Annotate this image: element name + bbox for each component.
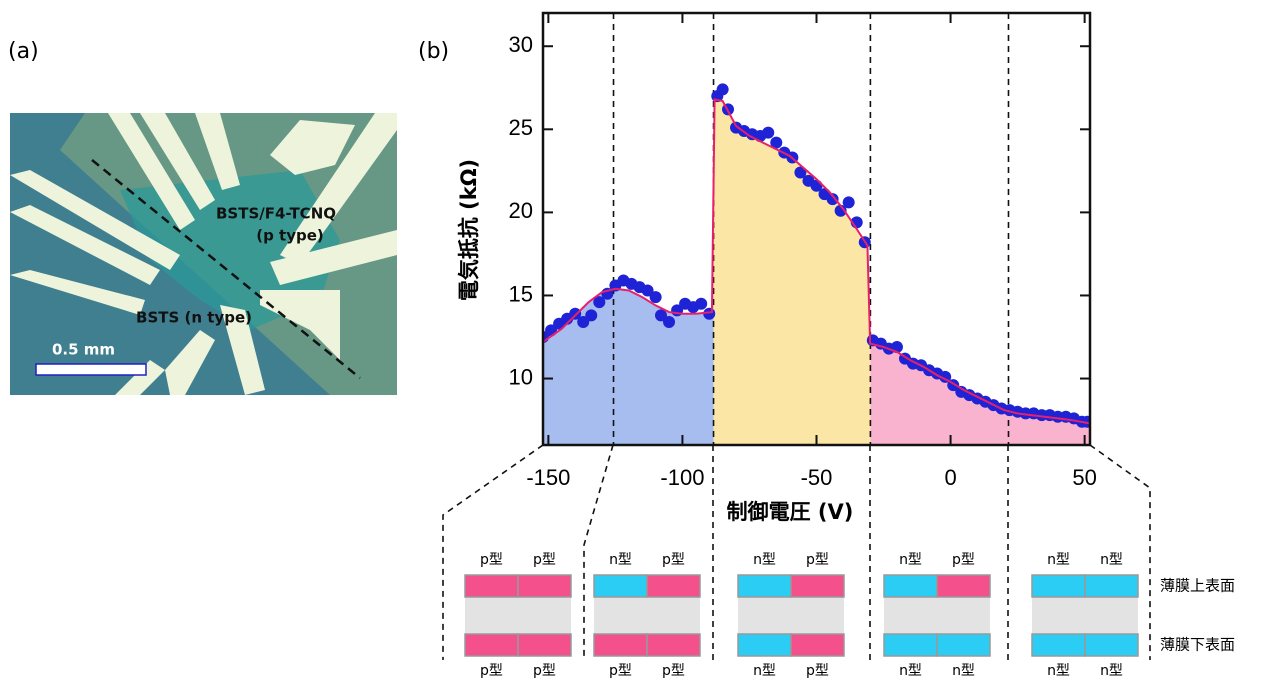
plot: -150 -100 -50 0 50 10 15 20 25 30 — [509, 13, 1097, 490]
row-label: 薄膜上表面 — [1160, 577, 1235, 595]
surface-cell — [884, 634, 937, 656]
x-tick-label: -100 — [660, 465, 704, 490]
surface-type-label: n型 — [899, 552, 922, 568]
data-point — [650, 291, 662, 303]
scale-bar-label: 0.5 mm — [52, 341, 115, 359]
panel-label: (a) — [8, 39, 39, 64]
surface-cell — [738, 634, 791, 656]
y-tick-label: 20 — [509, 198, 533, 223]
surface-type-label: n型 — [753, 552, 776, 568]
data-point — [695, 298, 707, 310]
gap-layer — [594, 597, 700, 634]
y-tick-label: 30 — [509, 32, 533, 57]
x-tick-label: -50 — [801, 465, 833, 490]
surface-type-label: n型 — [1047, 663, 1070, 679]
surface-cell — [647, 575, 700, 597]
data-point — [585, 309, 597, 321]
gap-layer — [1032, 597, 1138, 634]
surface-type-label: p型 — [533, 552, 556, 568]
surface-type-label: n型 — [1100, 552, 1123, 568]
surface-type-label: p型 — [662, 552, 685, 568]
surface-cell — [937, 575, 990, 597]
surface-type-label: n型 — [753, 663, 776, 679]
panel-label: (b) — [418, 39, 449, 64]
surface-cell — [647, 634, 700, 656]
surface-cell — [1085, 634, 1138, 656]
surface-cell — [738, 575, 791, 597]
figure: (a) (b) BSTS/F4-TCNQ (p type) BSTS (n ty… — [0, 0, 1269, 681]
surface-type-label: n型 — [609, 552, 632, 568]
x-tick-label: 0 — [944, 465, 956, 490]
surface-type-label: n型 — [899, 663, 922, 679]
surface-type-label: p型 — [806, 552, 829, 568]
y-axis-title: 電気抵抗 (kΩ) — [457, 159, 481, 301]
surface-type-label: p型 — [533, 663, 556, 679]
data-point — [762, 127, 774, 139]
surface-cell — [1085, 575, 1138, 597]
surface-cell — [594, 575, 647, 597]
surface-cell — [937, 634, 990, 656]
x-tick-label: -150 — [526, 465, 570, 490]
surface-cell — [791, 634, 844, 656]
surface-cell — [465, 634, 518, 656]
surface-cell — [594, 634, 647, 656]
surface-cell — [518, 575, 571, 597]
data-point — [843, 196, 855, 208]
y-tick-label: 10 — [509, 364, 533, 389]
surface-cell — [465, 575, 518, 597]
data-point — [717, 83, 729, 95]
surface-type-label: n型 — [1100, 663, 1123, 679]
surface-cell — [884, 575, 937, 597]
surface-type-label: p型 — [480, 663, 503, 679]
y-tick-label: 15 — [509, 281, 533, 306]
surface-type-label: p型 — [662, 663, 685, 679]
gap-layer — [738, 597, 844, 634]
surface-cell — [791, 575, 844, 597]
surface-cell — [1032, 575, 1085, 597]
gap-layer — [465, 597, 571, 634]
x-tick-label: 50 — [1072, 465, 1096, 490]
image-label: (p type) — [256, 227, 324, 245]
surface-cell — [1032, 634, 1085, 656]
surface-type-label: n型 — [1047, 552, 1070, 568]
y-tick-label: 25 — [509, 115, 533, 140]
gap-layer — [884, 597, 990, 634]
surface-type-label: p型 — [609, 663, 632, 679]
surface-type-label: n型 — [952, 663, 975, 679]
x-axis-title: 制御電圧 (V) — [727, 500, 854, 524]
image-label: BSTS/F4-TCNQ — [216, 205, 336, 223]
surface-type-label: p型 — [806, 663, 829, 679]
data-point — [663, 316, 675, 328]
surface-type-label: p型 — [952, 552, 975, 568]
surface-type-label: p型 — [480, 552, 503, 568]
row-label: 薄膜下表面 — [1160, 636, 1235, 654]
surface-cell — [518, 634, 571, 656]
image-label: BSTS (n type) — [136, 309, 252, 327]
